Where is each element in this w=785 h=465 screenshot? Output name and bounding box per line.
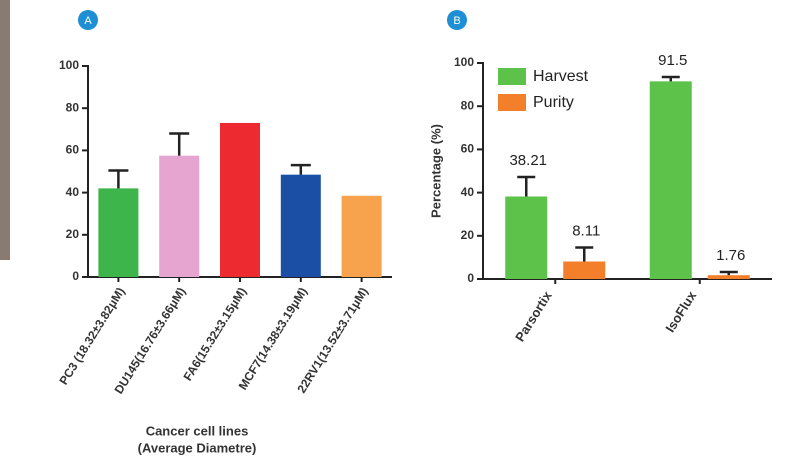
legend-label: Harvest <box>533 68 589 85</box>
y-tick-label: 40 <box>461 185 475 199</box>
bar <box>650 81 692 279</box>
x-tick-label: FA6(15.32±3.15μM) <box>180 285 249 383</box>
y-tick-label: 80 <box>461 98 475 112</box>
y-tick-label: 60 <box>461 142 475 156</box>
value-label: 1.76 <box>716 247 745 264</box>
x-tick-label: PC3 (18.32±3.82μM) <box>56 285 127 387</box>
figure: A 0 20 40 60 80 100 Cancer cell lines (Average D… <box>0 0 785 460</box>
bar <box>342 196 382 277</box>
y-tick-label: 40 <box>66 185 80 199</box>
bar <box>505 196 547 279</box>
legend-swatch <box>498 68 526 85</box>
value-label: 38.21 <box>509 152 547 169</box>
x-axis-label: (Average Diametre) <box>138 440 257 455</box>
y-tick-label: 0 <box>72 269 79 283</box>
y-tick-label: 100 <box>59 58 79 72</box>
bar <box>220 123 260 277</box>
value-label: 91.5 <box>658 52 687 69</box>
bar <box>98 188 138 277</box>
bar <box>281 175 321 277</box>
edge-photo <box>0 0 10 260</box>
x-tick-label: 22RV1(13.52±3.71μM) <box>294 285 370 396</box>
y-tick-label: 0 <box>467 271 474 285</box>
y-tick-label: 20 <box>461 228 475 242</box>
y-tick-label: 100 <box>454 55 474 69</box>
y-axis-label: Percentage (%) <box>428 124 443 218</box>
panel-label: B <box>453 15 460 27</box>
bar <box>159 156 199 277</box>
x-tick-label: DU145(16.76±3.66μM) <box>112 285 189 396</box>
x-axis-label: Cancer cell lines <box>146 423 249 438</box>
y-tick-label: 80 <box>66 100 80 114</box>
panel-label: A <box>84 15 92 27</box>
value-label: 8.11 <box>572 222 600 239</box>
y-tick-label: 20 <box>66 227 80 241</box>
bar <box>708 275 750 279</box>
x-tick-label: MCF7(14.38±3.19μM) <box>236 285 310 392</box>
legend-swatch <box>498 94 526 111</box>
y-tick-label: 60 <box>66 143 80 157</box>
x-tick-label: IsoFlux <box>662 288 699 335</box>
x-tick-label: Parsortix <box>512 288 555 344</box>
legend-label: Purity <box>533 94 574 111</box>
bar <box>563 261 605 279</box>
